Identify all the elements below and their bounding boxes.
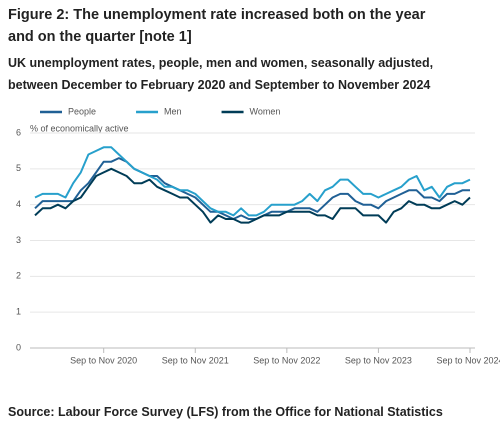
line-series: [34, 167, 471, 224]
y-tick-label: 5: [16, 163, 21, 173]
chart-title: Figure 2: The unemployment rate increase…: [8, 7, 426, 45]
y-tick-label: 1: [16, 307, 21, 317]
x-tick-label: Sep to Nov 2024: [436, 355, 500, 365]
y-tick-label: 6: [16, 127, 21, 137]
legend-label: People: [68, 106, 96, 116]
y-tick-label: 2: [16, 271, 21, 281]
chart: % of economically active 0 1 2 3 4 5 6 Sep to N…: [16, 106, 500, 365]
x-tick-label: Sep to Nov 2021: [162, 355, 229, 365]
x-tick-label: Sep to Nov 2020: [70, 355, 137, 365]
source-note: Source: Labour Force Survey (LFS) from t…: [8, 405, 443, 419]
y-tick-label: 4: [16, 199, 21, 209]
y-axis-label: % of economically active: [30, 123, 129, 133]
line-series: [34, 157, 470, 220]
chart-subtitle: UK unemployment rates, people, men and w…: [8, 56, 434, 92]
x-tick-label: Sep to Nov 2023: [345, 355, 412, 365]
x-tick-label: Sep to Nov 2022: [253, 355, 320, 365]
y-tick-label: 0: [16, 342, 21, 352]
line-series: [34, 146, 471, 217]
legend-label: Men: [164, 106, 182, 116]
legend-label: Women: [250, 106, 281, 116]
y-tick-label: 3: [16, 235, 21, 245]
